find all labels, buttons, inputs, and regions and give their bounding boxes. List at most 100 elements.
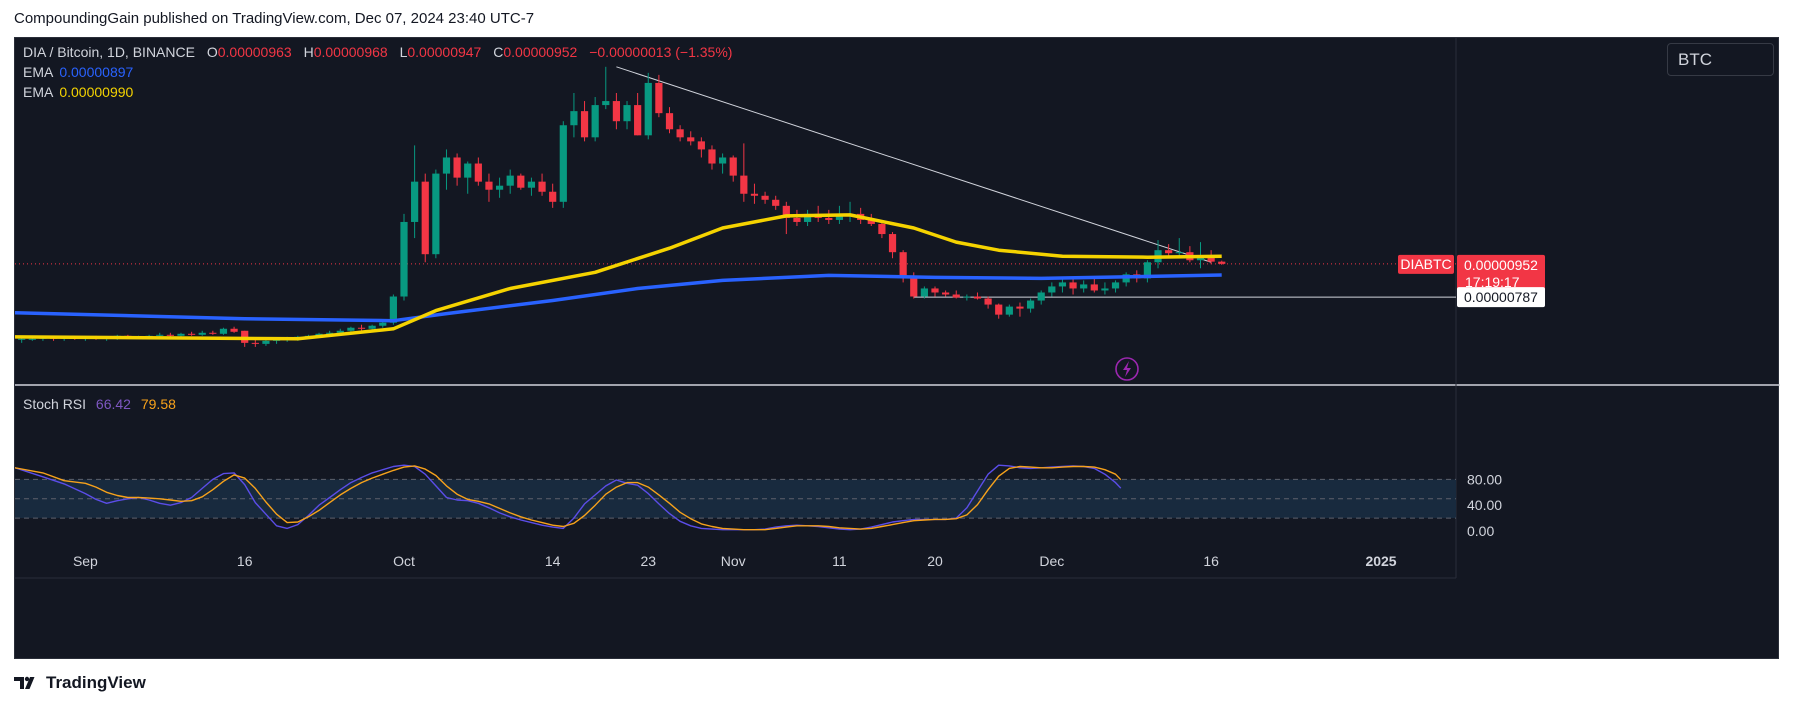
- ema-fast-line: [15, 213, 1222, 341]
- candle-body: [708, 149, 716, 164]
- candle-body: [1037, 292, 1045, 301]
- chart-svg[interactable]: 0.000018000.000016000.000014000.00001200…: [15, 38, 1780, 660]
- candle-body: [1048, 286, 1056, 293]
- candle-body: [357, 327, 366, 329]
- candle-body: [368, 325, 376, 329]
- lightning-icon[interactable]: [1115, 357, 1139, 381]
- candle-body: [1143, 262, 1151, 279]
- candle-body: [347, 327, 355, 331]
- candle-up: [1143, 260, 1151, 283]
- stoch-tick-label: 40.00: [1467, 497, 1502, 513]
- symbol-tag-bg: [1398, 254, 1454, 274]
- candle-body: [952, 294, 960, 298]
- candle-down: [793, 209, 801, 226]
- candle-down: [453, 153, 461, 186]
- time-tick-label: 16: [237, 553, 253, 569]
- tradingview-brand: TradingView: [46, 673, 146, 692]
- candle-down: [421, 173, 429, 263]
- time-tick-label: 20: [927, 553, 943, 569]
- candle-up: [1037, 290, 1045, 305]
- price-tag-countdown: 17:19:17: [1465, 274, 1520, 290]
- currency-button[interactable]: BTC: [1667, 43, 1774, 76]
- candle-body: [825, 217, 833, 220]
- candle-body: [655, 82, 663, 114]
- candle-up: [591, 97, 599, 142]
- candle-body: [644, 82, 652, 136]
- candle-body: [219, 328, 228, 334]
- candle-down: [687, 131, 695, 146]
- candle-down: [665, 107, 674, 134]
- candle-body: [697, 141, 705, 150]
- candle-body: [750, 193, 759, 196]
- candle-body: [506, 175, 514, 186]
- ema-slow-legend: EMA 0.00000990: [23, 84, 133, 100]
- candle-up: [527, 177, 536, 196]
- candle-down: [761, 191, 769, 204]
- candle-body: [602, 101, 610, 106]
- candle-down: [984, 296, 992, 309]
- candle-body: [156, 334, 164, 336]
- candle-down: [357, 324, 366, 331]
- candle-body: [942, 292, 950, 295]
- time-tick-label: 23: [640, 553, 656, 569]
- candle-body: [878, 223, 886, 235]
- ema-fast-value: 0.00000990: [59, 84, 134, 100]
- candle-body: [474, 163, 482, 182]
- candle-body: [1090, 284, 1098, 291]
- candle-down: [942, 290, 950, 297]
- candle-up: [1058, 278, 1067, 293]
- candle-body: [676, 129, 684, 138]
- candle-body: [1016, 306, 1024, 309]
- candle-up: [963, 294, 971, 301]
- candle-body: [421, 181, 429, 255]
- candle-up: [920, 286, 928, 299]
- candle-down: [655, 74, 663, 118]
- candle-body: [559, 125, 567, 202]
- open-label: O: [206, 44, 218, 60]
- tradingview-logo[interactable]: TradingView: [14, 673, 146, 693]
- level-tag-bg: [1457, 287, 1545, 308]
- candle-down: [973, 292, 982, 300]
- stoch-d-line: [15, 465, 1122, 531]
- candle-up: [411, 145, 419, 239]
- candle-body: [931, 288, 939, 293]
- candle-body: [28, 338, 36, 340]
- candle-body: [495, 185, 504, 190]
- candle-down: [750, 183, 759, 204]
- candle-up: [177, 332, 185, 337]
- candle-down: [772, 195, 780, 210]
- candle-body: [1069, 282, 1077, 289]
- candle-body: [326, 332, 334, 334]
- candle-down: [740, 143, 748, 202]
- candle-down: [517, 173, 525, 190]
- candle-body: [315, 333, 323, 336]
- candle-body: [570, 111, 578, 126]
- stoch-label: Stoch RSI: [23, 396, 87, 412]
- candle-body: [1080, 284, 1088, 289]
- candle-down: [538, 173, 546, 196]
- time-tick-label: Oct: [393, 553, 415, 569]
- stoch-tick-label: 80.00: [1467, 471, 1502, 487]
- candle-body: [623, 105, 631, 122]
- candle-down: [1090, 278, 1098, 293]
- candle-body: [634, 105, 642, 136]
- candle-body: [177, 333, 185, 336]
- candle-body: [209, 332, 217, 334]
- lightning-icon-bolt: [1123, 361, 1131, 377]
- candle-body: [612, 101, 620, 122]
- low-label: L: [399, 44, 408, 60]
- candle-body: [910, 276, 918, 297]
- ema-slow-value: 0.00000897: [59, 64, 134, 80]
- chart-area[interactable]: 0.000018000.000016000.000014000.00001200…: [14, 37, 1780, 660]
- candle-down: [485, 173, 493, 202]
- candle-down: [549, 183, 557, 208]
- candle-up: [719, 153, 727, 174]
- time-tick-label: 2025: [1365, 553, 1396, 569]
- price-tag-bg: [1457, 254, 1545, 292]
- candle-body: [1175, 252, 1183, 254]
- candle-down: [1218, 260, 1226, 265]
- time-tick-label: Nov: [721, 553, 746, 569]
- candle-body: [262, 340, 270, 344]
- ohlc-legend: DIA / Bitcoin, 1D, BINANCE O0.00000963 H…: [23, 44, 732, 60]
- candle-body: [1026, 300, 1035, 309]
